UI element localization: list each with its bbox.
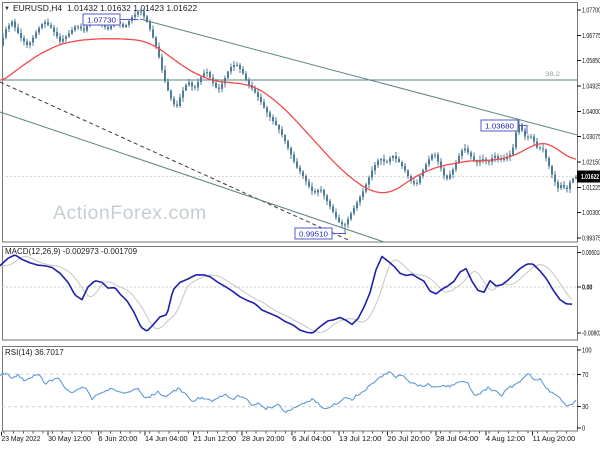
current-price-value: 1.01622 (581, 174, 599, 181)
fib-38-2-label: 38.2 (545, 71, 560, 78)
time-tick-label: 11 Aug 20:00 (533, 436, 576, 443)
time-tick-label: 28 Jul 04:00 (436, 436, 479, 443)
price-tick-label: 1.06775 (582, 33, 600, 40)
price-annotation-0.99510[interactable]: 0.99510 (294, 227, 346, 240)
rsi-tick-label: 0 (582, 426, 585, 433)
macd-pane (0, 254, 577, 334)
moving-average-line (0, 38, 577, 194)
main-pane-border (2, 2, 578, 243)
price-tick-label: 1.03075 (582, 134, 600, 141)
time-tick-label: 4 Aug 12:00 (486, 436, 525, 443)
rsi-pane (0, 371, 577, 414)
macd-pane-border (2, 246, 578, 341)
trendline-2[interactable] (0, 81, 349, 241)
trendline-1[interactable] (139, 18, 578, 136)
current-price-box (577, 170, 600, 183)
rsi-line (0, 371, 577, 414)
time-axis[interactable]: 23 May 2022 30 May 12:00 6 Jun 20:00 14 Jun… (0, 431, 576, 444)
time-tick-label: 20 Jul 20:00 (387, 436, 430, 443)
macd-tick-label: 0.00 (582, 285, 592, 292)
svg-text:1.03680: 1.03680 (485, 124, 514, 131)
svg-text:1.07730: 1.07730 (87, 18, 116, 25)
time-tick-label: 28 Jun 20:00 (242, 436, 285, 443)
time-tick-label: 13 Jul 12:00 (339, 436, 382, 443)
price-tick-label: 1.01225 (582, 185, 600, 192)
time-tick-label: 14 Jun 04:00 (145, 436, 188, 443)
price-tick-label: 1.02150 (582, 160, 600, 167)
macd-main-line (0, 254, 573, 334)
time-tick-label: 21 Jun 12:00 (194, 436, 237, 443)
rsi-tick-label: 100 (582, 348, 592, 355)
rsi-tick-label: 70 (582, 372, 588, 379)
candlesticks (2, 8, 577, 235)
time-tick-label: 6 Jun 20:00 (98, 436, 137, 443)
trendline-3[interactable] (0, 111, 386, 243)
price-annotation-1.07730[interactable]: 1.07730 (82, 13, 139, 26)
time-tick-label: 6 Jul 04:00 (292, 436, 331, 443)
price-tick-label: 1.04000 (582, 109, 600, 116)
price-tick-label: 0.99375 (582, 236, 600, 243)
rsi-tick-label: 30 (582, 404, 588, 411)
price-axis[interactable]: 1.07700 1.06775 1.05850 1.04925 1.04000 1.030… (577, 8, 600, 433)
price-annotation-1.03680[interactable]: 1.03680 (480, 119, 528, 134)
price-pane: 38.2 1.07730 1.03680 0.99510 (0, 8, 578, 243)
time-tick-label: 23 May 2022 (1, 436, 40, 443)
macd-signal-line (0, 256, 573, 333)
price-tick-label: 1.00300 (582, 210, 600, 217)
macd-tick-label: -0.00802 (582, 331, 600, 338)
time-tick-label: 30 May 12:00 (48, 436, 91, 443)
macd-tick-label: 0.006018 (582, 250, 600, 257)
price-tick-label: 1.04925 (582, 84, 600, 91)
price-tick-label: 1.07700 (582, 8, 600, 15)
rsi-pane-border (2, 346, 578, 432)
price-tick-label: 1.05850 (582, 58, 600, 65)
svg-text:0.99510: 0.99510 (299, 232, 328, 239)
